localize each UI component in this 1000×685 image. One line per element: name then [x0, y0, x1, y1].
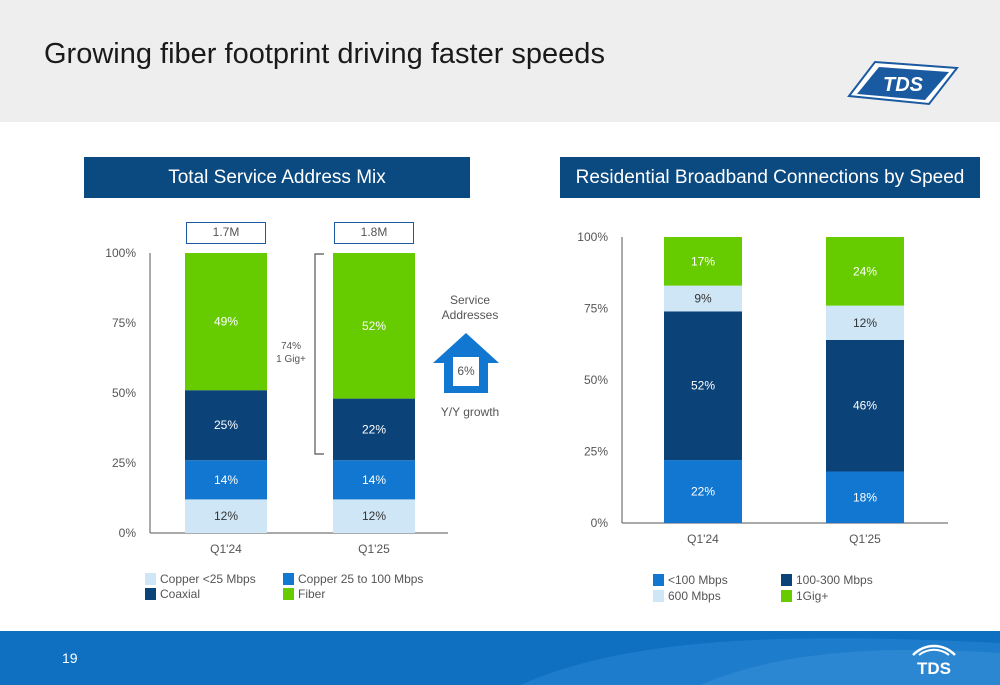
- service-label-line2: Addresses: [441, 308, 499, 322]
- service-addresses-label: Service Addresses: [430, 293, 510, 323]
- x-tick-label: Q1'25: [358, 542, 390, 556]
- bar-data-label: 9%: [694, 291, 712, 305]
- bar-data-label: 22%: [691, 485, 715, 499]
- bar-data-label: 14%: [362, 473, 386, 487]
- bar-data-label: 25%: [214, 418, 238, 432]
- bar-data-label: 24%: [853, 264, 877, 278]
- y-tick-label: 75%: [584, 302, 608, 316]
- legend-swatch: [283, 573, 294, 585]
- bar-segment: [826, 305, 904, 340]
- growth-value: 6%: [457, 364, 475, 378]
- bar-data-label: 12%: [214, 509, 238, 523]
- bar-segment: [333, 253, 415, 399]
- fiber-bracket: [314, 253, 324, 455]
- legend-swatch: [283, 588, 294, 600]
- bar-data-label: 49%: [214, 315, 238, 329]
- growth-arrow-icon: [433, 333, 499, 393]
- legend-swatch: [653, 574, 664, 586]
- broadband-speed-chart: 0% 25% 50% 75% 100% 22% 52% 9% 17% Q1'24 18% 46% 12%…: [577, 230, 948, 546]
- legend-label: 100-300 Mbps: [796, 573, 873, 587]
- bar-segment: [333, 499, 415, 533]
- bar-segment: [664, 285, 742, 312]
- bar-segment: [664, 460, 742, 523]
- legend-swatch: [145, 588, 156, 600]
- footer-tds-logo: TDS: [912, 644, 956, 678]
- bar-segment: [826, 471, 904, 523]
- bar-segment: [185, 390, 267, 461]
- bar-segment: [333, 398, 415, 461]
- legend-swatch: [781, 590, 792, 602]
- legend-swatch: [653, 590, 664, 602]
- growth-caption: Y/Y growth: [440, 405, 500, 419]
- y-tick-label: 50%: [112, 386, 136, 400]
- bracket-label-text: 1 Gig+: [276, 354, 306, 365]
- x-tick-label: Q1'24: [210, 542, 242, 556]
- y-tick-label: 75%: [112, 316, 136, 330]
- bar-segment: [185, 253, 267, 391]
- y-tick-label: 25%: [112, 456, 136, 470]
- x-tick-label: Q1'24: [687, 532, 719, 546]
- legend-label: 600 Mbps: [668, 589, 721, 603]
- bracket-label: 74% 1 Gig+: [273, 340, 309, 366]
- bar-data-label: 17%: [691, 254, 715, 268]
- bar-segment: [826, 237, 904, 306]
- bar-data-label: 18%: [853, 490, 877, 504]
- bracket-label-pct: 74%: [280, 341, 301, 352]
- total-box-q124: 1.7M: [186, 222, 266, 244]
- bar-segment: [185, 460, 267, 500]
- x-tick-label: Q1'25: [849, 532, 881, 546]
- legend-label: Fiber: [298, 587, 326, 601]
- tds-logo: TDS: [847, 60, 959, 106]
- bar-segment: [664, 311, 742, 461]
- footer-swoosh: [520, 638, 1000, 685]
- y-tick-label: 0%: [591, 516, 609, 530]
- right-panel-title: Residential Broadband Connections by Spe…: [560, 157, 980, 198]
- bar-data-label: 52%: [691, 379, 715, 393]
- bar-segment: [664, 237, 742, 286]
- bar-data-label: 12%: [362, 509, 386, 523]
- total-box-q125: 1.8M: [334, 222, 414, 244]
- legend-label: Coaxial: [160, 587, 201, 601]
- service-label-line1: Service: [449, 293, 490, 307]
- legend-label: <100 Mbps: [668, 573, 728, 587]
- service-address-mix-chart: 0% 25% 50% 75% 100% 12% 14% 25% 49% Q1'24 12% 14% 22…: [105, 246, 448, 556]
- header-band: [0, 0, 1000, 122]
- y-tick-label: 100%: [105, 246, 136, 260]
- bar-segment: [826, 339, 904, 472]
- page-number: 19: [62, 650, 78, 666]
- bar-data-label: 46%: [853, 399, 877, 413]
- footer-band: 19 TDS: [0, 631, 1000, 685]
- legend-label: Copper <25 Mbps: [160, 572, 256, 586]
- page-title: Growing fiber footprint driving faster s…: [44, 38, 605, 70]
- y-tick-label: 50%: [584, 373, 608, 387]
- legend-label: 1Gig+: [796, 589, 829, 603]
- y-tick-label: 0%: [119, 526, 137, 540]
- y-tick-label: 25%: [584, 445, 608, 459]
- y-tick-label: 100%: [577, 230, 608, 244]
- bar-data-label: 22%: [362, 422, 386, 436]
- left-panel-title: Total Service Address Mix: [84, 157, 470, 198]
- footer-logo-text: TDS: [917, 659, 951, 678]
- bar-data-label: 14%: [214, 473, 238, 487]
- legend-swatch: [145, 573, 156, 585]
- bar-segment: [185, 499, 267, 533]
- bar-data-label: 52%: [362, 319, 386, 333]
- legend-label: Copper 25 to 100 Mbps: [298, 572, 424, 586]
- legend-swatch: [781, 574, 792, 586]
- bar-segment: [333, 460, 415, 500]
- logo-text: TDS: [883, 74, 924, 96]
- bar-data-label: 12%: [853, 316, 877, 330]
